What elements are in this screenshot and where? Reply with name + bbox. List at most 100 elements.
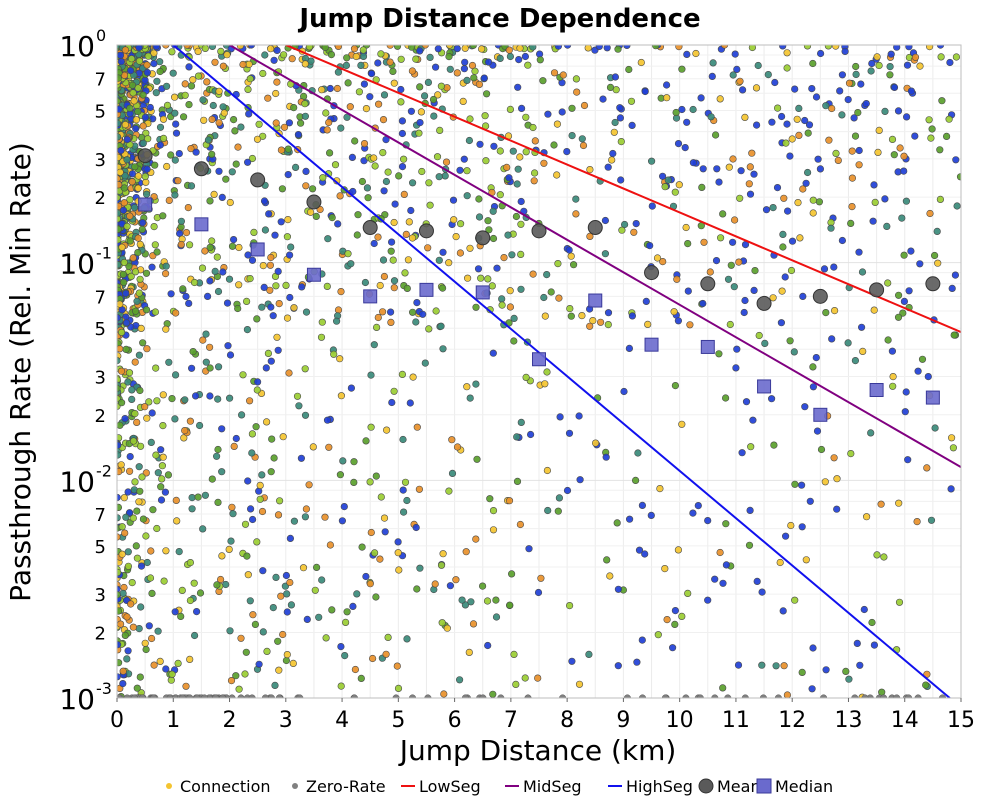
zero-rate-point bbox=[193, 694, 201, 698]
scatter-point bbox=[117, 51, 125, 59]
scatter-point bbox=[772, 662, 780, 670]
scatter-point bbox=[328, 214, 336, 222]
scatter-point bbox=[283, 233, 292, 241]
scatter-point bbox=[568, 104, 576, 112]
mean-marker bbox=[644, 265, 660, 281]
scatter-point bbox=[434, 45, 442, 53]
scatter-point bbox=[126, 104, 134, 112]
scatter-point bbox=[733, 345, 741, 353]
scatter-point bbox=[253, 386, 261, 394]
mean-marker bbox=[306, 194, 322, 210]
scatter-point bbox=[117, 620, 125, 628]
scatter-point bbox=[483, 90, 491, 98]
scatter-point bbox=[435, 256, 443, 264]
plot-frame bbox=[116, 44, 962, 699]
scatter-point bbox=[272, 573, 280, 582]
scatter-point bbox=[227, 537, 235, 545]
scatter-point bbox=[769, 204, 777, 212]
scatter-point bbox=[749, 416, 757, 424]
scatter-point bbox=[249, 515, 257, 524]
scatter-point bbox=[517, 250, 525, 258]
scatter-point bbox=[432, 63, 440, 71]
scatter-point bbox=[753, 577, 761, 586]
scatter-point bbox=[188, 364, 196, 372]
scatter-point bbox=[315, 613, 323, 621]
scatter-point bbox=[156, 67, 164, 76]
scatter-point bbox=[208, 475, 216, 483]
scatter-point bbox=[578, 135, 586, 143]
scatter-point bbox=[614, 585, 623, 593]
scatter-point bbox=[617, 176, 625, 184]
scatter-point bbox=[337, 392, 346, 400]
scatter-point bbox=[801, 403, 809, 411]
scatter-point bbox=[258, 471, 266, 479]
scatter-point bbox=[282, 656, 291, 665]
scatter-point bbox=[243, 297, 251, 306]
x-tick-label: 4 bbox=[335, 708, 349, 733]
scatter-point bbox=[647, 157, 656, 165]
mean-marker bbox=[925, 276, 941, 292]
scatter-point bbox=[726, 320, 734, 329]
zero-rate-point bbox=[774, 694, 782, 698]
scatter-point bbox=[611, 118, 619, 127]
scatter-point bbox=[771, 78, 779, 87]
scatter-point bbox=[208, 45, 216, 50]
scatter-point bbox=[479, 582, 487, 590]
scatter-point bbox=[286, 251, 294, 259]
scatter-point bbox=[890, 83, 899, 91]
scatter-point bbox=[466, 394, 474, 402]
scatter-point bbox=[298, 283, 306, 291]
scatter-point bbox=[117, 168, 124, 176]
scatter-point bbox=[117, 641, 122, 649]
scatter-point bbox=[135, 57, 144, 65]
zero-rate-point bbox=[275, 694, 283, 698]
scatter-point bbox=[259, 69, 267, 78]
scatter-point bbox=[791, 596, 799, 604]
scatter-point bbox=[575, 680, 584, 688]
scatter-point bbox=[727, 261, 735, 269]
scatter-point bbox=[246, 397, 254, 405]
scatter-point bbox=[408, 67, 417, 75]
scatter-point bbox=[506, 52, 515, 61]
scatter-point bbox=[284, 216, 292, 224]
zero-rate-point bbox=[661, 694, 669, 698]
scatter-point bbox=[181, 80, 189, 88]
scatter-point bbox=[182, 229, 191, 237]
scatter-point bbox=[911, 132, 919, 140]
scatter-point bbox=[137, 442, 145, 450]
scatter-point bbox=[397, 98, 405, 106]
scatter-point bbox=[782, 139, 790, 147]
scatter-point bbox=[786, 337, 794, 345]
scatter-point bbox=[947, 434, 956, 442]
legend-label: MidSeg bbox=[523, 777, 582, 796]
mean-marker bbox=[137, 148, 153, 164]
scatter-point bbox=[243, 552, 251, 560]
scatter-point bbox=[729, 71, 737, 79]
scatter-point bbox=[900, 167, 908, 175]
legend-label: LowSeg bbox=[419, 777, 481, 796]
scatter-point bbox=[841, 47, 849, 56]
scatter-point bbox=[130, 97, 138, 105]
scatter-point bbox=[277, 146, 286, 154]
scatter-point bbox=[274, 346, 282, 354]
scatter-point bbox=[238, 411, 246, 419]
scatter-point bbox=[309, 185, 317, 193]
scatter-point bbox=[752, 121, 761, 129]
scatter-point bbox=[585, 650, 593, 659]
scatter-point bbox=[351, 137, 359, 145]
scatter-point bbox=[403, 496, 411, 505]
scatter-point bbox=[255, 120, 263, 128]
scatter-point bbox=[606, 83, 615, 91]
scatter-point bbox=[141, 172, 149, 181]
scatter-point bbox=[139, 219, 147, 227]
scatter-point bbox=[457, 220, 465, 228]
scatter-point bbox=[489, 349, 497, 357]
scatter-point bbox=[514, 165, 522, 173]
scatter-point bbox=[485, 226, 493, 234]
scatter-point bbox=[126, 196, 134, 204]
scatter-point bbox=[297, 119, 305, 127]
scatter-point bbox=[297, 454, 306, 462]
scatter-point bbox=[117, 659, 123, 667]
scatter-point bbox=[836, 87, 844, 95]
scatter-point bbox=[182, 682, 190, 690]
